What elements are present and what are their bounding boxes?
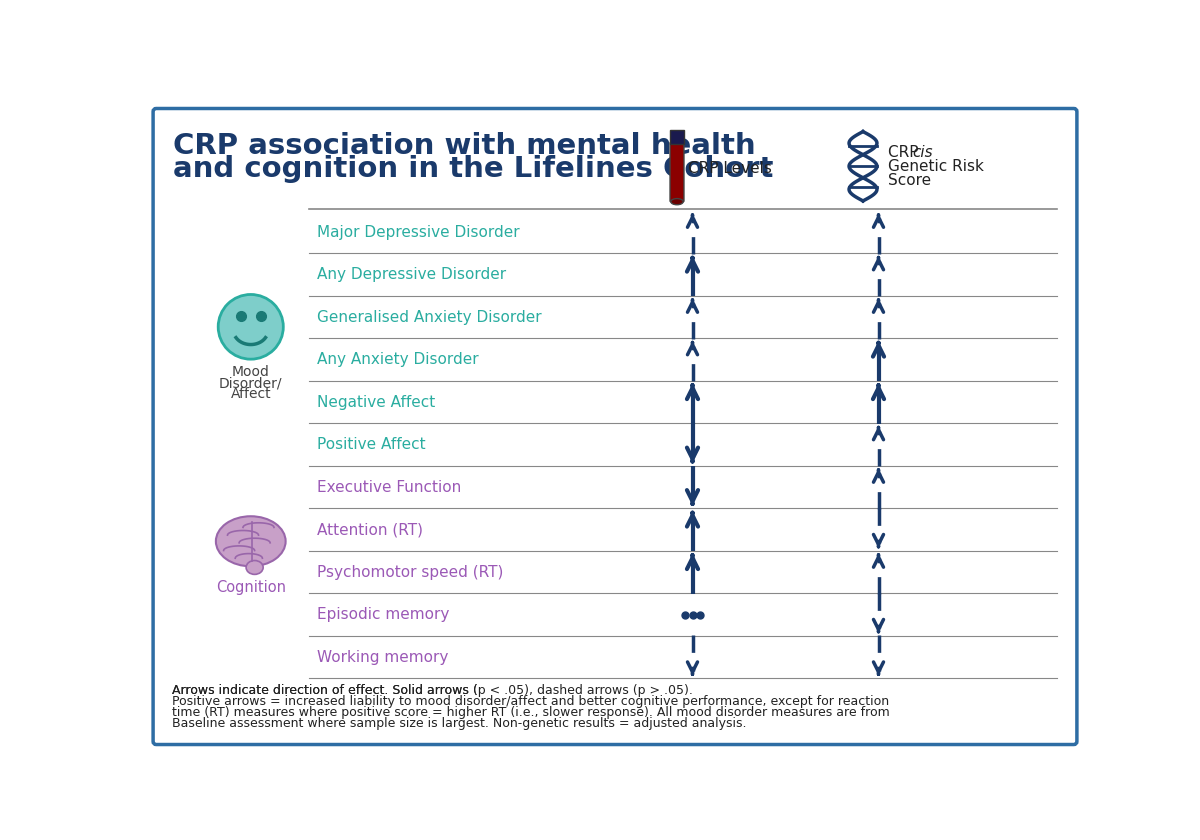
Text: Positive Affect: Positive Affect (317, 437, 425, 452)
Text: Any Depressive Disorder: Any Depressive Disorder (317, 267, 505, 282)
FancyBboxPatch shape (154, 108, 1076, 744)
Text: Baseline assessment where sample size is largest. Non-genetic results = adjusted: Baseline assessment where sample size is… (172, 717, 746, 730)
Text: Negative Affect: Negative Affect (317, 395, 434, 410)
Bar (670, 130, 684, 144)
Text: Generalised Anxiety Disorder: Generalised Anxiety Disorder (317, 310, 541, 324)
Text: Disorder/: Disorder/ (220, 376, 282, 390)
Ellipse shape (671, 198, 683, 205)
Text: Genetic Risk: Genetic Risk (888, 159, 984, 174)
Text: CRP: CRP (888, 144, 923, 160)
Text: Cognition: Cognition (216, 580, 286, 595)
Text: Episodic memory: Episodic memory (317, 607, 449, 622)
Text: Major Depressive Disorder: Major Depressive Disorder (317, 224, 520, 239)
Ellipse shape (216, 517, 286, 566)
Text: Any Anxiety Disorder: Any Anxiety Disorder (317, 352, 479, 367)
Text: time (RT) measures where positive score = higher RT (i.e., slower response). All: time (RT) measures where positive score … (172, 706, 889, 719)
Text: Affect: Affect (230, 387, 271, 401)
Ellipse shape (246, 560, 263, 575)
Text: Executive Function: Executive Function (317, 480, 461, 495)
Text: Working memory: Working memory (317, 649, 448, 664)
Text: Arrows indicate direction of effect. Solid arrows (p < .05), dashed arrows (p > : Arrows indicate direction of effect. Sol… (172, 685, 692, 697)
FancyBboxPatch shape (670, 142, 684, 202)
Text: Arrows indicate direction of effect. Solid arrows (: Arrows indicate direction of effect. Sol… (172, 685, 478, 697)
Text: Psychomotor speed (RT): Psychomotor speed (RT) (317, 564, 503, 580)
Text: cis: cis (912, 144, 932, 160)
Text: CRP Levels: CRP Levels (688, 161, 772, 176)
Text: Positive arrows = increased liability to mood disorder/affect and better cogniti: Positive arrows = increased liability to… (172, 696, 889, 708)
Text: Mood: Mood (232, 365, 270, 380)
Circle shape (218, 295, 283, 360)
Text: CRP association with mental health: CRP association with mental health (173, 132, 756, 160)
Text: Score: Score (888, 173, 931, 188)
Text: Attention (RT): Attention (RT) (317, 522, 422, 537)
Text: and cognition in the Lifelines Cohort: and cognition in the Lifelines Cohort (173, 155, 774, 182)
